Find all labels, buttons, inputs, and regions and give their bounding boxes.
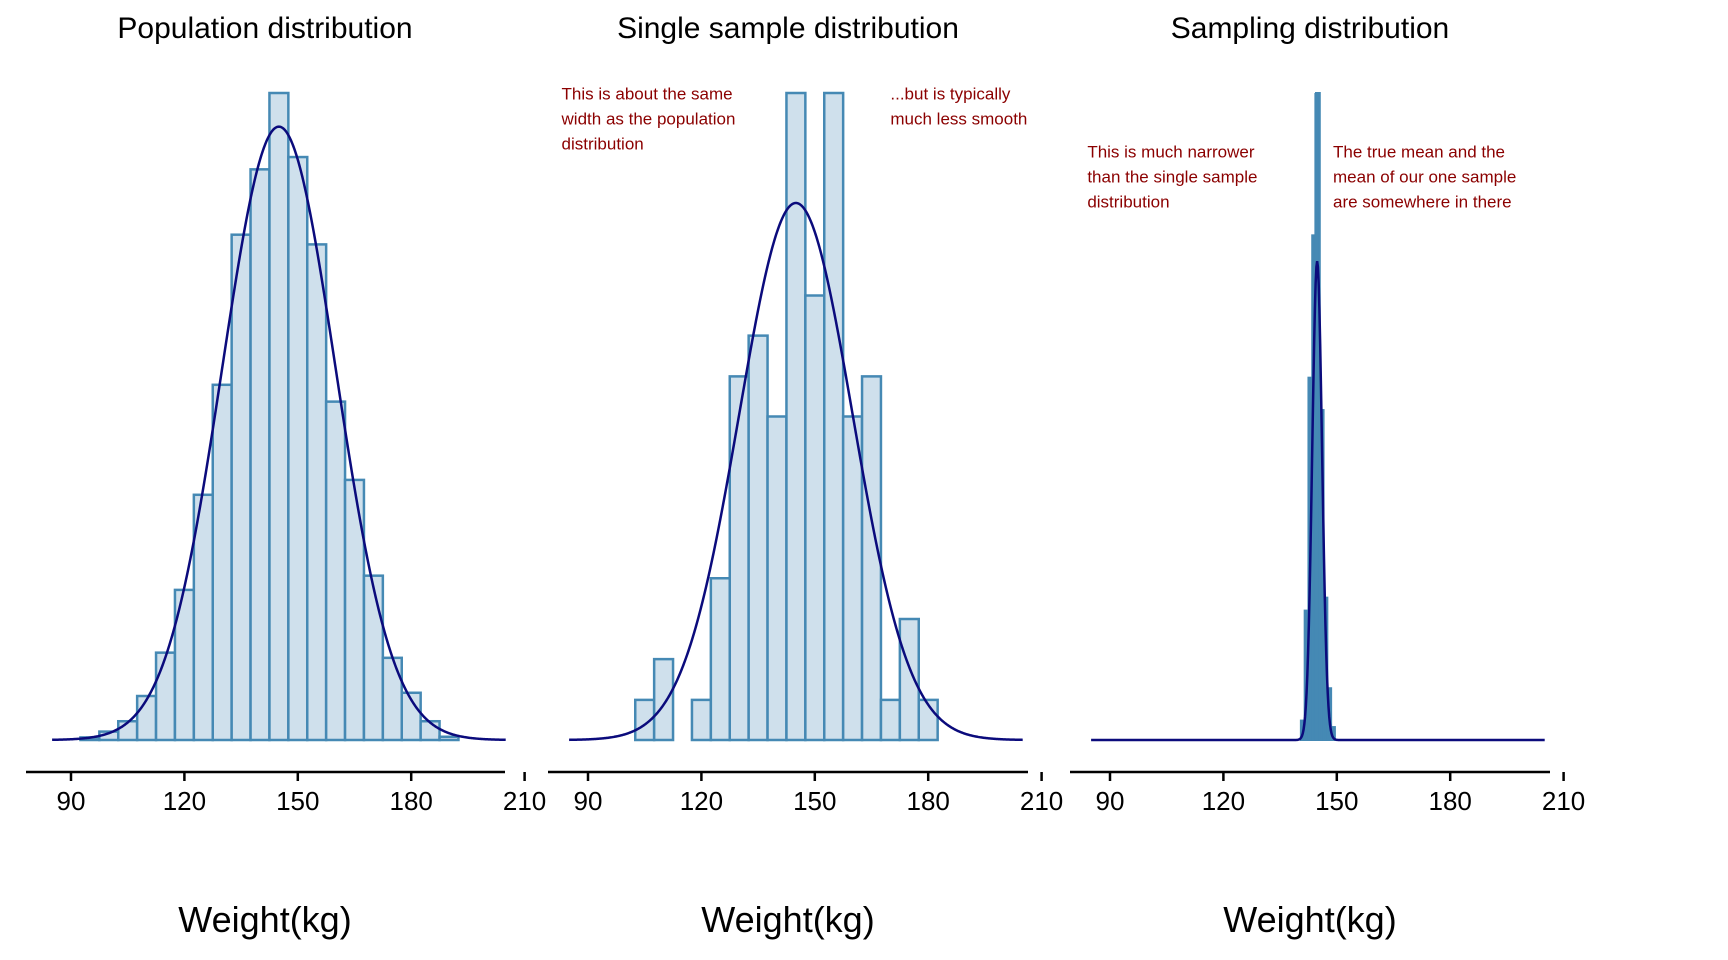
annotation-text: ...but is typically much less smooth bbox=[890, 84, 1027, 128]
histogram-bar bbox=[652, 657, 675, 742]
density-curve bbox=[569, 201, 1023, 742]
histogram-bar bbox=[154, 651, 177, 742]
x-axis-label: Weight(kg) bbox=[1223, 899, 1396, 940]
annotation-text: The true mean and the mean of our one sam… bbox=[1333, 143, 1516, 212]
annotation-line: mean of our one sample bbox=[1333, 168, 1516, 187]
histogram-bar bbox=[860, 375, 883, 742]
x-tick-label: 210 bbox=[1542, 786, 1585, 816]
annotation-line: distribution bbox=[562, 134, 644, 153]
x-tick-label: 210 bbox=[1020, 786, 1063, 816]
x-axis-label: Weight(kg) bbox=[701, 899, 874, 940]
histogram-bar bbox=[362, 574, 385, 742]
histogram-bar bbox=[728, 375, 750, 742]
histogram-bar bbox=[381, 656, 404, 742]
annotation-line: are somewhere in there bbox=[1333, 193, 1512, 212]
histogram-bar bbox=[287, 155, 309, 742]
annotation-line: distribution bbox=[1087, 193, 1169, 212]
histogram-bar bbox=[324, 400, 347, 742]
x-tick-label: 90 bbox=[1096, 786, 1125, 816]
histogram-bar bbox=[230, 233, 252, 742]
annotation-line: ...but is typically bbox=[890, 84, 1010, 103]
x-tick-label: 180 bbox=[1429, 786, 1472, 816]
x-tick-label: 120 bbox=[163, 786, 206, 816]
histogram-bar bbox=[804, 294, 826, 742]
annotation-line: The true mean and the bbox=[1333, 143, 1505, 162]
panel-title: Single sample distribution bbox=[617, 12, 959, 45]
histogram-bar bbox=[400, 691, 422, 742]
x-tick-label: 120 bbox=[1202, 786, 1245, 816]
x-tick-label: 150 bbox=[276, 786, 319, 816]
histogram-bar bbox=[709, 577, 731, 742]
panel-title: Population distribution bbox=[117, 12, 412, 45]
x-tick-label: 90 bbox=[57, 786, 86, 816]
annotation-text: This is much narrower than the single sam… bbox=[1087, 143, 1257, 212]
annotation-text: This is about the same width as the popul… bbox=[561, 84, 736, 153]
panel-population: Population distribution 90 120 150 180 210 Wei… bbox=[26, 12, 546, 940]
histogram-bar bbox=[898, 617, 920, 742]
histogram-bar bbox=[306, 243, 328, 742]
histogram-bar bbox=[690, 698, 713, 742]
x-tick-label: 180 bbox=[390, 786, 433, 816]
histogram-bar bbox=[841, 415, 864, 742]
annotation-line: than the single sample bbox=[1087, 168, 1257, 187]
histogram-bar bbox=[249, 168, 271, 742]
x-tick-label: 180 bbox=[907, 786, 950, 816]
x-tick-label: 90 bbox=[574, 786, 603, 816]
histogram-bar bbox=[747, 334, 769, 742]
histogram-bar bbox=[785, 91, 807, 742]
histogram-bar bbox=[438, 735, 460, 742]
x-tick-label: 120 bbox=[680, 786, 723, 816]
histogram-bar bbox=[211, 383, 233, 742]
x-tick-label: 150 bbox=[793, 786, 836, 816]
histogram-bar bbox=[135, 694, 158, 742]
panel-single-sample: Single sample distribution 90 120 150 180 210… bbox=[548, 12, 1063, 940]
annotation-line: This is much narrower bbox=[1087, 143, 1255, 162]
annotation-line: This is about the same bbox=[562, 84, 733, 103]
histogram-bar bbox=[268, 91, 290, 742]
histogram-bar bbox=[823, 91, 845, 742]
x-tick-label: 210 bbox=[503, 786, 546, 816]
annotation-line: much less smooth bbox=[890, 109, 1027, 128]
histogram-bar bbox=[766, 415, 788, 742]
x-axis-label: Weight(kg) bbox=[178, 899, 351, 940]
density-curve bbox=[1091, 261, 1545, 742]
density-curve bbox=[52, 125, 506, 742]
histogram-bar bbox=[879, 698, 902, 742]
x-tick-label: 150 bbox=[1315, 786, 1358, 816]
panel-title: Sampling distribution bbox=[1171, 12, 1449, 45]
panel-sampling: Sampling distribution 90 120 150 180 210 Weigh… bbox=[1070, 12, 1585, 940]
annotation-line: width as the population bbox=[561, 109, 736, 128]
